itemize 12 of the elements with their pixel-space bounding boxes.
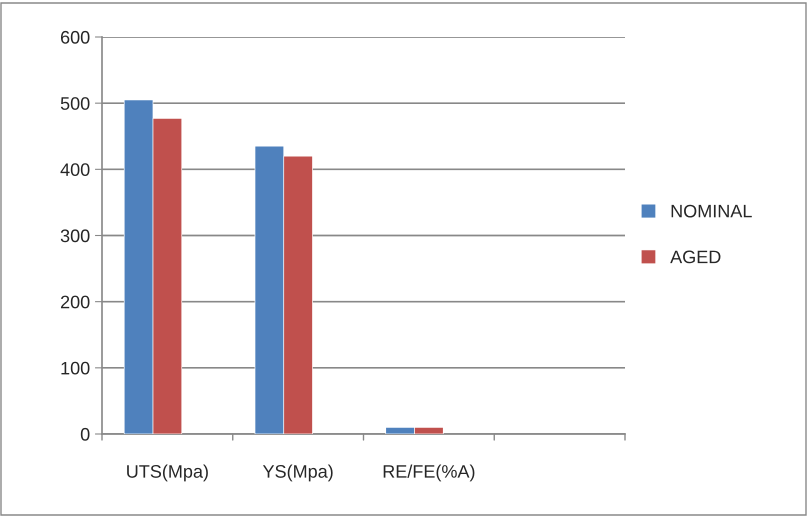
x-tick-label: YS(Mpa) bbox=[262, 464, 333, 482]
legend-label: NOMINAL bbox=[672, 204, 752, 218]
y-tick-label: 500 bbox=[60, 97, 90, 110]
y-tick-label: 0 bbox=[80, 428, 90, 441]
x-tick-label: UTS(Mpa) bbox=[127, 464, 208, 482]
legend-label: AGED bbox=[670, 250, 720, 264]
y-tick-label: 200 bbox=[60, 296, 90, 308]
y-tick-label: 300 bbox=[60, 229, 90, 242]
y-tick-label: 100 bbox=[61, 362, 90, 375]
y-tick-label: 600 bbox=[60, 30, 90, 44]
y-tick-label: 400 bbox=[60, 163, 90, 176]
x-tick-label: RE/FE(%A) bbox=[384, 464, 474, 482]
